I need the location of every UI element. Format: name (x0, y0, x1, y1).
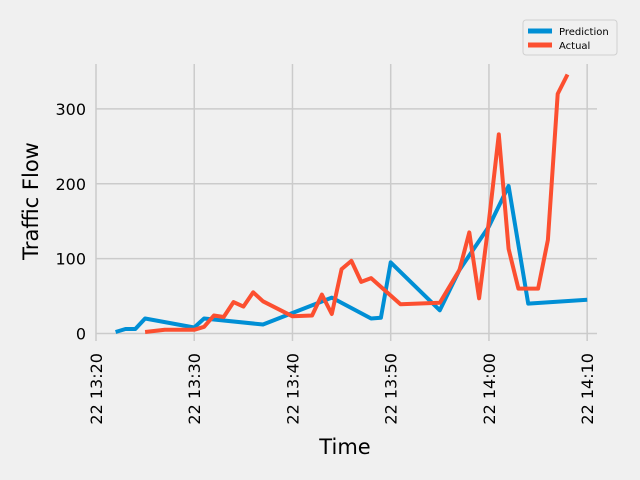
y-axis-ticks: 0 100 200 300 (55, 100, 86, 344)
y-axis-label: Traffic Flow (19, 142, 43, 261)
series-line-prediction (115, 184, 588, 334)
series-line-actual (144, 73, 570, 334)
legend-entry: Actual (559, 41, 590, 52)
y-tick-label: 300 (55, 100, 86, 119)
y-tick-label: 200 (55, 175, 86, 194)
x-axis-ticks: 22 13:20 22 13:30 22 13:40 22 13:50 22 14:00… (87, 353, 597, 425)
x-tick-label: 22 13:50 (382, 353, 401, 425)
x-tick-label: 22 14:00 (480, 353, 499, 425)
x-tick-label: 22 14:10 (578, 353, 597, 425)
series-layer (115, 73, 588, 334)
legend: Prediction Actual (522, 19, 618, 56)
x-tick-label: 22 13:20 (87, 353, 106, 425)
y-tick-label: 100 (55, 250, 86, 269)
x-axis-label: Time (318, 435, 370, 459)
x-tick-label: 22 13:40 (283, 353, 302, 425)
legend-entry: Prediction (559, 27, 609, 38)
grid (95, 64, 597, 341)
x-tick-label: 22 13:30 (185, 353, 204, 425)
y-tick-label: 0 (76, 325, 86, 344)
